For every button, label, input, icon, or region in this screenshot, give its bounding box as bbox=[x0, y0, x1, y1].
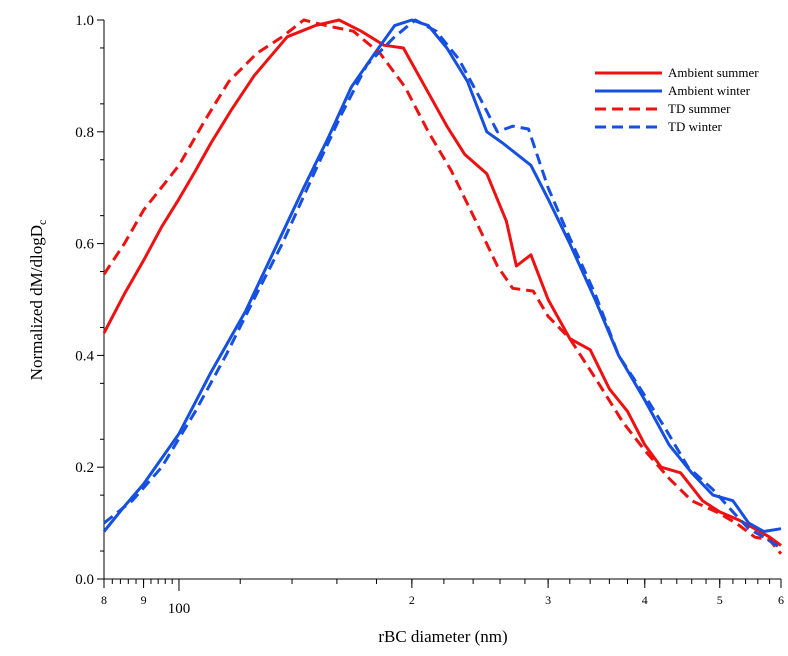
x-tick-label: 9 bbox=[141, 593, 147, 607]
series-line-td-winter bbox=[103, 18, 782, 550]
legend: Ambient summer Ambient winter TD summer TD … bbox=[595, 65, 759, 134]
y-axis-title-main: Normalized dM/dlogD bbox=[27, 225, 46, 380]
y-tick-label: 0.4 bbox=[75, 348, 94, 364]
x-tick-label: 5 bbox=[717, 593, 723, 607]
y-axis-title: Normalized dM/dlogDc bbox=[27, 220, 49, 381]
y-axis-title-subscript: c bbox=[35, 220, 49, 225]
series-layer bbox=[102, 18, 783, 555]
y-tick-label: 1.0 bbox=[75, 13, 94, 29]
x-tick-label: 8 bbox=[101, 593, 107, 607]
x-tick-label: 4 bbox=[642, 593, 648, 607]
legend-label: TD summer bbox=[668, 101, 731, 116]
x-axis-title: rBC diameter (nm) bbox=[378, 627, 507, 646]
legend-label: Ambient summer bbox=[668, 65, 759, 80]
y-tick-label: 0.2 bbox=[75, 460, 94, 476]
x-tick-label: 100 bbox=[168, 601, 191, 617]
y-tick-label: 0.8 bbox=[75, 125, 94, 141]
x-tick-label: 3 bbox=[545, 593, 551, 607]
y-tick-label: 0.6 bbox=[75, 237, 94, 253]
y-tick-label: 0.0 bbox=[75, 572, 94, 588]
legend-label: TD winter bbox=[668, 119, 722, 134]
x-tick-label: 6 bbox=[778, 593, 784, 607]
series-line-ambient-winter bbox=[102, 18, 782, 533]
legend-label: Ambient winter bbox=[668, 83, 751, 98]
series-line-td-summer bbox=[102, 18, 783, 555]
series-line-ambient-summer bbox=[102, 18, 782, 547]
axes: 0.0 0.2 0.4 0.6 0.8 1.0 8 9 100 2 3 4 5 6 bbox=[75, 13, 784, 617]
x-tick-label: 2 bbox=[409, 593, 415, 607]
